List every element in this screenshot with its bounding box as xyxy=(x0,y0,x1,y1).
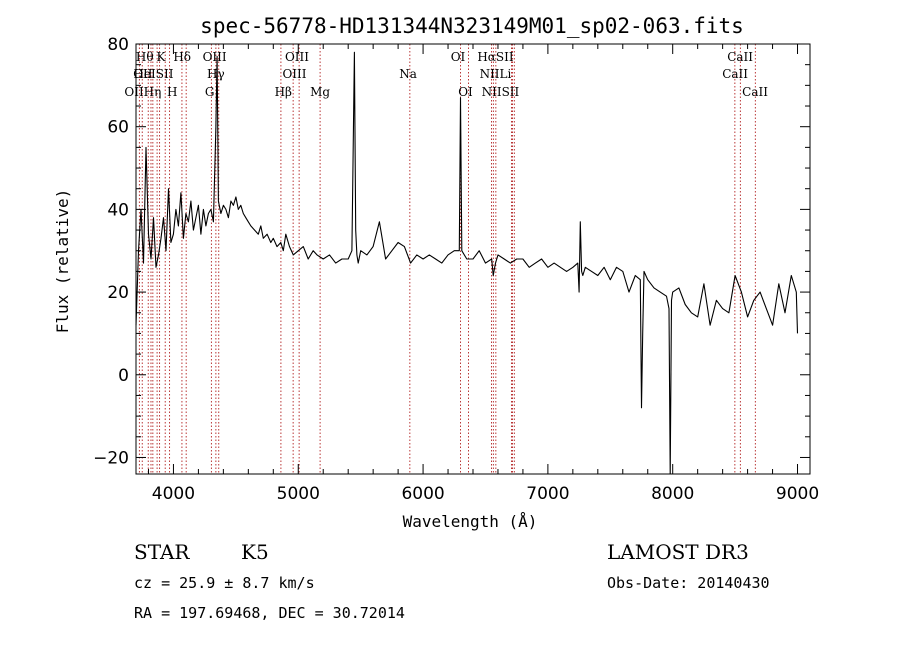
x-tick-label: 8000 xyxy=(651,484,694,504)
obs-date: Obs-Date: 20140430 xyxy=(607,574,770,592)
marker-label: Mg xyxy=(310,85,330,99)
y-tick-label: 20 xyxy=(107,283,129,303)
y-tick-label: 60 xyxy=(107,118,129,138)
y-axis: −20 0 20 40 60 80 xyxy=(93,35,810,468)
x-tick-label: 7000 xyxy=(526,484,569,504)
marker-label: OIIHη xyxy=(124,85,161,99)
marker-label: G xyxy=(205,85,215,99)
marker-label: OIII xyxy=(203,50,227,64)
marker-labels: Hθ OII OIIHη K HeISII H Hδ OIII Hγ G OIII OIII Hβ Mg N… xyxy=(124,50,768,99)
y-tick-label: 0 xyxy=(118,366,129,386)
x-tick-label: 4000 xyxy=(152,484,195,504)
marker-label: NIILi xyxy=(480,67,512,81)
y-tick-label: 80 xyxy=(107,35,129,55)
marker-label: OII xyxy=(133,67,153,81)
y-tick-label: 40 xyxy=(107,200,129,220)
x-tick-label: 6000 xyxy=(401,484,444,504)
marker-label: OIII xyxy=(285,50,309,64)
subclass: K5 xyxy=(241,540,269,564)
object-class: STAR xyxy=(134,540,190,564)
x-tick-label: 5000 xyxy=(277,484,320,504)
x-axis-label: Wavelength (Å) xyxy=(403,512,538,531)
marker-label: CaII xyxy=(722,67,748,81)
marker-label: CaII xyxy=(742,85,768,99)
marker-label: Hδ xyxy=(173,50,191,64)
marker-label: H xyxy=(167,85,177,99)
marker-label: Hβ xyxy=(275,85,292,99)
marker-label: HeISII xyxy=(133,67,173,81)
marker-label: Hγ xyxy=(207,67,225,81)
marker-label: Na xyxy=(399,67,417,81)
marker-label: OIII xyxy=(282,67,306,81)
y-tick-label: −20 xyxy=(93,448,129,468)
x-axis: 4000 5000 6000 7000 8000 9000 xyxy=(147,44,819,504)
marker-label: K xyxy=(156,50,166,64)
marker-label: CaII xyxy=(727,50,753,64)
marker-label: OI xyxy=(458,85,473,99)
chart-title: spec-56778-HD131344N323149M01_sp02-063.f… xyxy=(200,14,744,38)
marker-label: HαSII xyxy=(477,50,514,64)
redshift-cz: cz = 25.9 ± 8.7 km/s xyxy=(134,574,315,592)
marker-label: Hθ xyxy=(136,50,154,64)
line-markers xyxy=(138,44,756,474)
marker-label: NIISII xyxy=(482,85,520,99)
survey-name: LAMOST DR3 xyxy=(607,540,749,564)
spectrum-series-flux xyxy=(135,51,799,475)
marker-label: OI xyxy=(451,50,466,64)
y-axis-label: Flux (relative) xyxy=(53,189,72,334)
x-tick-label: 9000 xyxy=(776,484,819,504)
ra-dec: RA = 197.69468, DEC = 30.72014 xyxy=(134,604,405,622)
